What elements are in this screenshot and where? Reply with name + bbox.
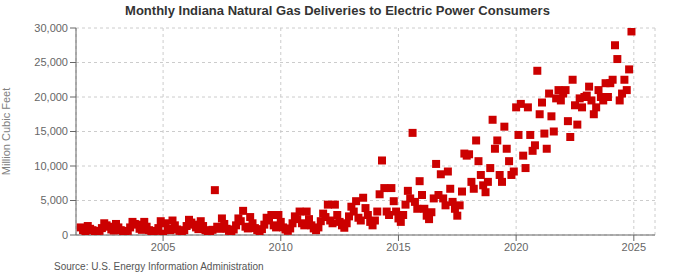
svg-text:15,000: 15,000 <box>34 125 68 137</box>
svg-text:Million Cubic Feet: Million Cubic Feet <box>8 88 12 175</box>
html-text:Source: U.S. Energy Informatio: Source: U.S. Energy Information Administ… <box>54 261 264 272</box>
html-text:Monthly Indiana Natural Gas De: Monthly Indiana Natural Gas Deliveries t… <box>125 3 550 18</box>
svg-text:20,000: 20,000 <box>34 91 68 103</box>
svg-text:2005: 2005 <box>151 241 175 253</box>
svg-text:25,000: 25,000 <box>34 56 68 68</box>
svg-text:5,000: 5,000 <box>40 194 68 206</box>
svg-text:10,000: 10,000 <box>34 160 68 172</box>
svg-text:2015: 2015 <box>386 241 410 253</box>
svg-text:0: 0 <box>62 229 68 241</box>
svg-text:2020: 2020 <box>504 241 528 253</box>
svg-text:2010: 2010 <box>269 241 293 253</box>
svg-text:2025: 2025 <box>622 241 646 253</box>
svg-text:30,000: 30,000 <box>34 22 68 34</box>
